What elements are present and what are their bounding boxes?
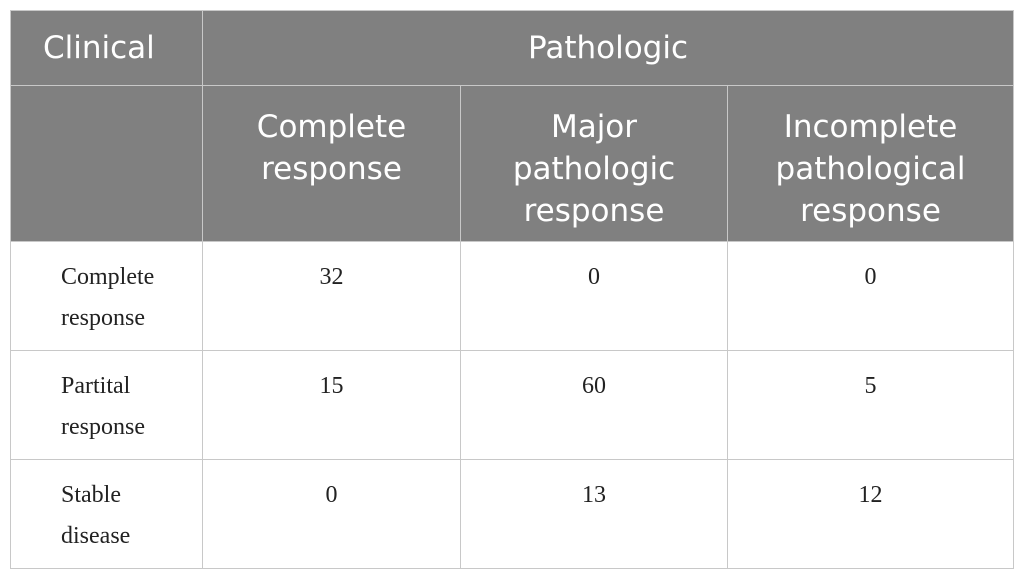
header-major-pathologic-response: Major pathologic response: [460, 85, 728, 242]
row-label-line: Partital: [61, 373, 131, 399]
header-row-2: Complete response Major pathologic respo…: [10, 85, 1015, 242]
row-label: Complete response: [10, 241, 203, 351]
row-label-line: response: [61, 305, 145, 331]
row-label: Partital response: [10, 350, 203, 460]
header-clinical: Clinical: [10, 10, 203, 86]
row-label: Stable disease: [10, 459, 203, 569]
header-complete-response: Complete response: [202, 85, 461, 242]
header-text-line: Complete: [256, 109, 407, 145]
response-table: Clinical Pathologic Complete response Ma…: [10, 10, 1015, 569]
header-pathologic: Pathologic: [201, 10, 1015, 86]
table-row: Complete response 32 0 0: [10, 241, 1015, 351]
cell-incomplete-pathological-response: 0: [726, 241, 1015, 351]
cell-complete-response: 0: [202, 459, 461, 569]
row-label-line: response: [61, 414, 145, 440]
cell-complete-response: 15: [202, 350, 461, 460]
response-table-container: Clinical Pathologic Complete response Ma…: [10, 10, 1015, 569]
header-incomplete-pathological-response: Incomplete pathological response: [726, 85, 1015, 242]
header-text-line: response: [800, 193, 941, 229]
cell-complete-response: 32: [202, 241, 461, 351]
table-row: Stable disease 0 13 12: [10, 459, 1015, 569]
cell-major-pathologic-response: 0: [460, 241, 728, 351]
header-text-line: pathological: [775, 151, 966, 187]
cell-incomplete-pathological-response: 12: [726, 459, 1015, 569]
cell-major-pathologic-response: 60: [460, 350, 728, 460]
row-label-line: disease: [61, 523, 131, 549]
table-row: Partital response 15 60 5: [10, 350, 1015, 460]
header-text-line: Major: [550, 109, 638, 145]
row-label-line: Stable: [61, 482, 121, 508]
cell-incomplete-pathological-response: 5: [726, 350, 1015, 460]
header-blank-cell: [10, 85, 203, 242]
row-label-line: Complete: [61, 264, 155, 290]
header-text-line: response: [261, 151, 402, 187]
header-text-line: response: [523, 193, 665, 229]
cell-major-pathologic-response: 13: [460, 459, 728, 569]
header-text-line: pathologic: [512, 151, 676, 187]
header-row-1: Clinical Pathologic: [10, 10, 1015, 86]
header-text-line: Incomplete: [783, 109, 958, 145]
